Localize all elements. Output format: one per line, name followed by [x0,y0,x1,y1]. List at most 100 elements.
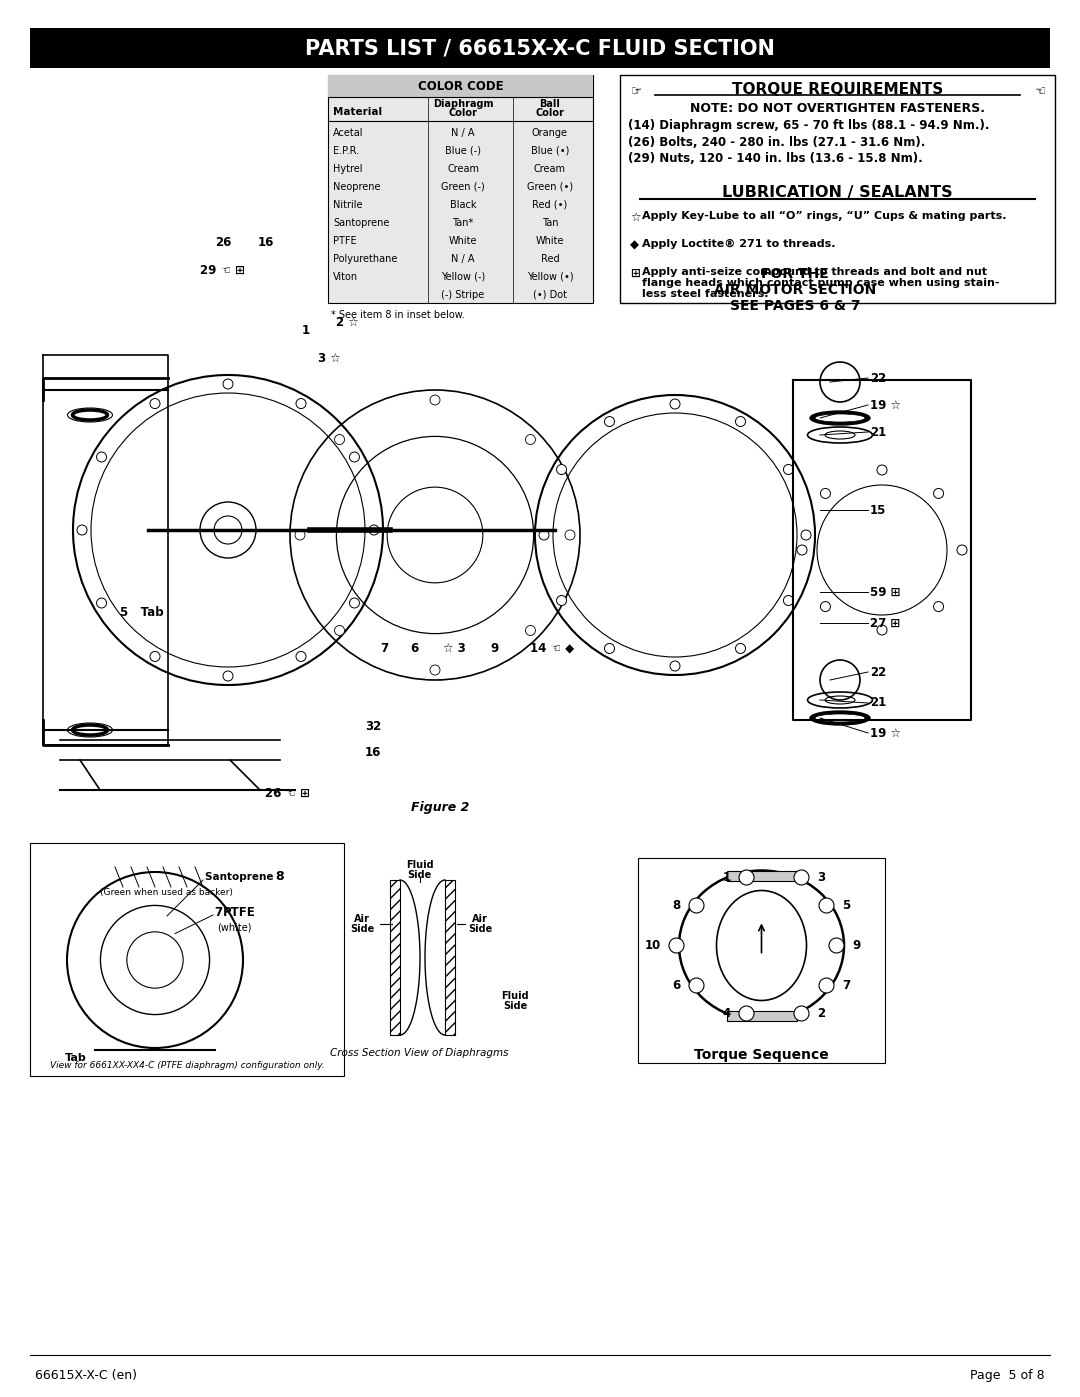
Circle shape [430,395,440,405]
Circle shape [877,624,887,636]
Text: 16: 16 [365,746,381,759]
FancyBboxPatch shape [328,75,593,96]
Text: 26 ☜ ⊞: 26 ☜ ⊞ [265,787,310,799]
Circle shape [605,644,615,654]
FancyBboxPatch shape [620,75,1055,303]
Circle shape [296,398,306,408]
Text: Green (-): Green (-) [441,182,485,191]
Text: 2: 2 [818,1007,825,1020]
Circle shape [783,595,794,605]
Text: LUBRICATION / SEALANTS: LUBRICATION / SEALANTS [723,186,953,201]
Text: Color: Color [448,108,477,117]
Circle shape [670,661,680,671]
Text: 27 ⊞: 27 ⊞ [870,616,901,630]
Text: Santoprene: Santoprene [333,218,390,228]
Text: 5: 5 [842,900,851,912]
Text: 5   Tab: 5 Tab [120,606,164,619]
Text: Apply anti-seize compound to threads and bolt and nut: Apply anti-seize compound to threads and… [642,267,987,277]
Text: 8: 8 [672,900,680,912]
Text: 7: 7 [842,979,851,992]
Ellipse shape [815,414,865,422]
Text: Red: Red [541,254,559,264]
Text: ☞: ☞ [631,85,642,99]
Text: Hytrel: Hytrel [333,163,363,173]
Text: ☆ 3: ☆ 3 [443,641,465,655]
Text: 1: 1 [302,324,310,337]
Text: Neoprene: Neoprene [333,182,380,191]
FancyBboxPatch shape [328,75,593,303]
Text: (14) Diaphragm screw, 65 - 70 ft lbs (88.1 - 94.9 Nm.).: (14) Diaphragm screw, 65 - 70 ft lbs (88… [627,119,989,131]
Text: Yellow (•): Yellow (•) [527,271,573,282]
Text: FOR THE
AIR MOTOR SECTION
SEE PAGES 6 & 7: FOR THE AIR MOTOR SECTION SEE PAGES 6 & … [714,267,876,313]
Text: Fluid: Fluid [501,992,529,1002]
Text: Side: Side [503,1002,527,1011]
Text: (•) Dot: (•) Dot [534,289,567,300]
Text: Orange: Orange [532,127,568,138]
Circle shape [96,598,107,608]
Text: 15: 15 [870,503,887,517]
Text: Ball: Ball [540,99,561,109]
Circle shape [214,515,242,543]
Circle shape [735,644,745,654]
Text: 9: 9 [490,641,498,655]
Text: (Green when used as backer): (Green when used as backer) [100,887,233,897]
Circle shape [350,453,360,462]
Text: ⊞: ⊞ [630,267,639,279]
Circle shape [565,529,575,541]
Circle shape [77,525,87,535]
Text: Diaphragm: Diaphragm [433,99,494,109]
Text: Viton: Viton [333,271,359,282]
Text: Side: Side [407,870,432,880]
Circle shape [295,529,305,541]
Text: (-) Stripe: (-) Stripe [442,289,485,300]
Text: 26: 26 [215,236,231,250]
Text: 4: 4 [723,1007,730,1020]
Text: (29) Nuts, 120 - 140 in. lbs (13.6 - 15.8 Nm).: (29) Nuts, 120 - 140 in. lbs (13.6 - 15.… [627,152,922,165]
Text: Tan*: Tan* [453,218,474,228]
Circle shape [526,626,536,636]
Text: Blue (•): Blue (•) [530,145,569,155]
Circle shape [933,489,944,499]
Text: 59 ⊞: 59 ⊞ [870,585,901,598]
Circle shape [819,978,834,993]
Circle shape [296,651,306,661]
Text: 3 ☆: 3 ☆ [318,352,341,365]
Circle shape [670,400,680,409]
Circle shape [735,416,745,426]
Circle shape [933,602,944,612]
Bar [727,870,797,880]
Text: View for 6661XX-XX4-C (PTFE diaphragm) configuration only.: View for 6661XX-XX4-C (PTFE diaphragm) c… [50,1062,324,1070]
Text: 10: 10 [645,939,661,951]
Text: Polyurethane: Polyurethane [333,254,397,264]
Text: Tan: Tan [542,218,558,228]
Text: 6: 6 [410,641,418,655]
Circle shape [335,626,345,636]
Circle shape [801,529,811,541]
Text: Side: Side [468,923,492,933]
Text: Tab: Tab [65,1053,86,1063]
Text: COLOR CODE: COLOR CODE [418,80,503,92]
Circle shape [126,932,184,988]
Text: 19 ☆: 19 ☆ [870,398,901,412]
Text: ☜: ☜ [1036,85,1047,99]
Text: 7: 7 [380,641,388,655]
Text: NOTE: DO NOT OVERTIGHTEN FASTENERS.: NOTE: DO NOT OVERTIGHTEN FASTENERS. [690,102,985,115]
Text: ◆: ◆ [630,239,639,251]
Polygon shape [445,880,455,1035]
Text: Blue (-): Blue (-) [445,145,481,155]
Text: Material: Material [333,108,382,117]
Text: 21: 21 [870,426,887,439]
Circle shape [430,665,440,675]
Circle shape [369,525,379,535]
Text: * See item 8 in inset below.: * See item 8 in inset below. [330,310,464,320]
Circle shape [783,464,794,475]
Text: Black: Black [449,200,476,210]
Ellipse shape [815,714,865,722]
FancyBboxPatch shape [30,842,345,1076]
Circle shape [794,870,809,886]
Text: ☆: ☆ [630,211,640,224]
Text: N / A: N / A [451,127,475,138]
Circle shape [794,1006,809,1021]
Text: Green (•): Green (•) [527,182,573,191]
Text: 16: 16 [258,236,274,250]
